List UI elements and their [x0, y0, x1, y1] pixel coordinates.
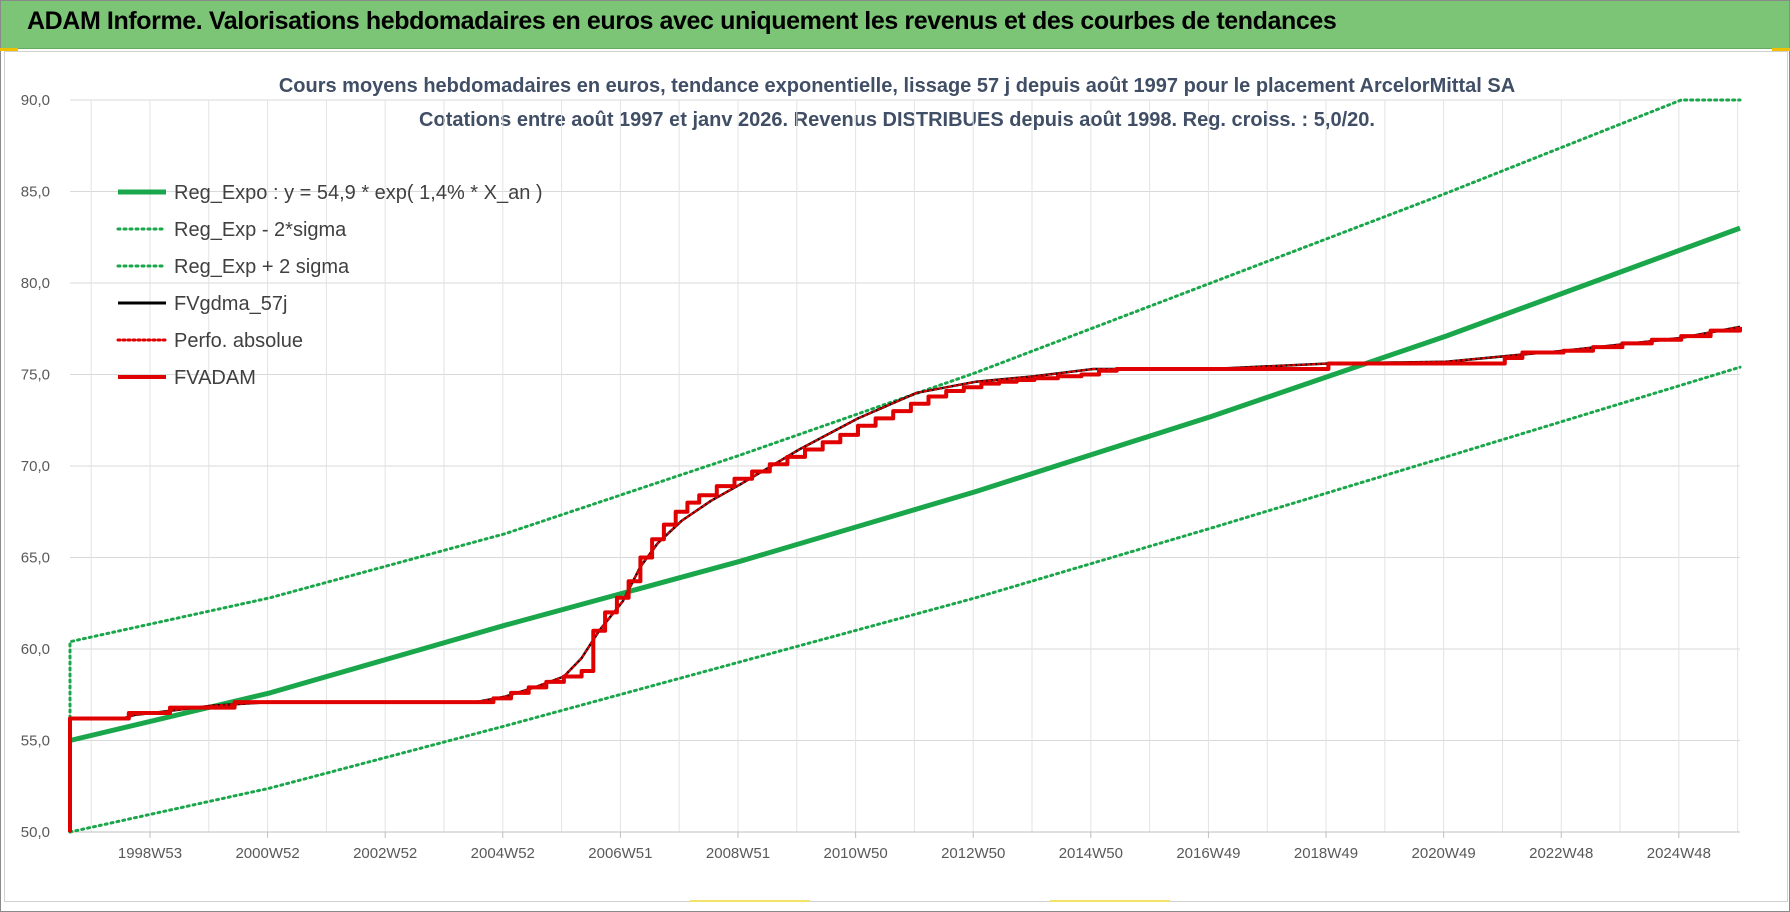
y-tick-label: 65,0 [21, 550, 50, 567]
x-tick-label: 2012W50 [941, 845, 1005, 862]
bottom-mark-1 [690, 900, 810, 902]
legend-label-3: Reg_Exp + 2 sigma [174, 256, 350, 278]
y-tick-label: 55,0 [21, 733, 50, 750]
chart-title: Cours moyens hebdomadaires en euros, ten… [279, 75, 1515, 97]
legend-label-5: Perfo. absolue [174, 330, 303, 352]
y-tick-label: 90,0 [21, 92, 50, 109]
series-line-4 [68, 325, 1741, 832]
series-line-3 [68, 98, 1742, 834]
series-line-5 [69, 325, 1741, 833]
corner-mark-left [0, 48, 18, 51]
x-tick-label: 2014W50 [1059, 845, 1123, 862]
title-bar: ADAM Informe. Valorisations hebdomadaire… [1, 1, 1789, 49]
series-line-1 [69, 225, 1741, 743]
series-line-2 [68, 365, 1742, 834]
x-tick-label: 2002W52 [353, 845, 417, 862]
x-tick-label: 2016W49 [1176, 845, 1240, 862]
x-tick-label: 2008W51 [706, 845, 770, 862]
page-title: ADAM Informe. Valorisations hebdomadaire… [27, 7, 1337, 35]
grid [70, 99, 1740, 833]
y-tick-label: 75,0 [21, 367, 50, 384]
legend-label-4: FVgdma_57j [174, 293, 287, 315]
x-tick-label: 1998W53 [118, 845, 182, 862]
legend-label-6: FVADAM [174, 367, 256, 389]
x-tick-label: 2000W52 [235, 845, 299, 862]
y-tick-label: 80,0 [21, 275, 50, 292]
y-tick-label: 50,0 [21, 824, 50, 841]
axes: 50,0 55,0 60,0 65,0 70,0 75,0 80,0 85,0 90,0 1998… [21, 92, 1740, 862]
legend: Reg_Expo : y = 54,9 * exp( 1,4% * X_an )… [116, 182, 543, 389]
bottom-mark-2 [1050, 900, 1170, 902]
x-tick-label: 2022W48 [1529, 845, 1593, 862]
y-tick-label: 70,0 [21, 458, 50, 475]
x-tick-label: 2006W51 [588, 845, 652, 862]
x-tick-label: 2018W49 [1294, 845, 1358, 862]
x-tick-label: 2010W50 [823, 845, 887, 862]
legend-label-2: Reg_Exp - 2*sigma [174, 219, 347, 241]
y-tick-label: 60,0 [21, 641, 50, 658]
legend-label-1: Reg_Expo : y = 54,9 * exp( 1,4% * X_an ) [174, 182, 543, 204]
corner-mark-right [1772, 48, 1790, 51]
x-tick-label: 2004W52 [471, 845, 535, 862]
chart-subtitle: Cotations entre août 1997 et janv 2026. … [419, 109, 1375, 131]
series-group [68, 98, 1742, 834]
x-tick-label: 2020W49 [1412, 845, 1476, 862]
y-tick-label: 85,0 [21, 184, 50, 201]
series-line-6 [68, 326, 1742, 832]
x-tick-label: 2024W48 [1647, 845, 1711, 862]
chart-frame [4, 51, 1788, 902]
